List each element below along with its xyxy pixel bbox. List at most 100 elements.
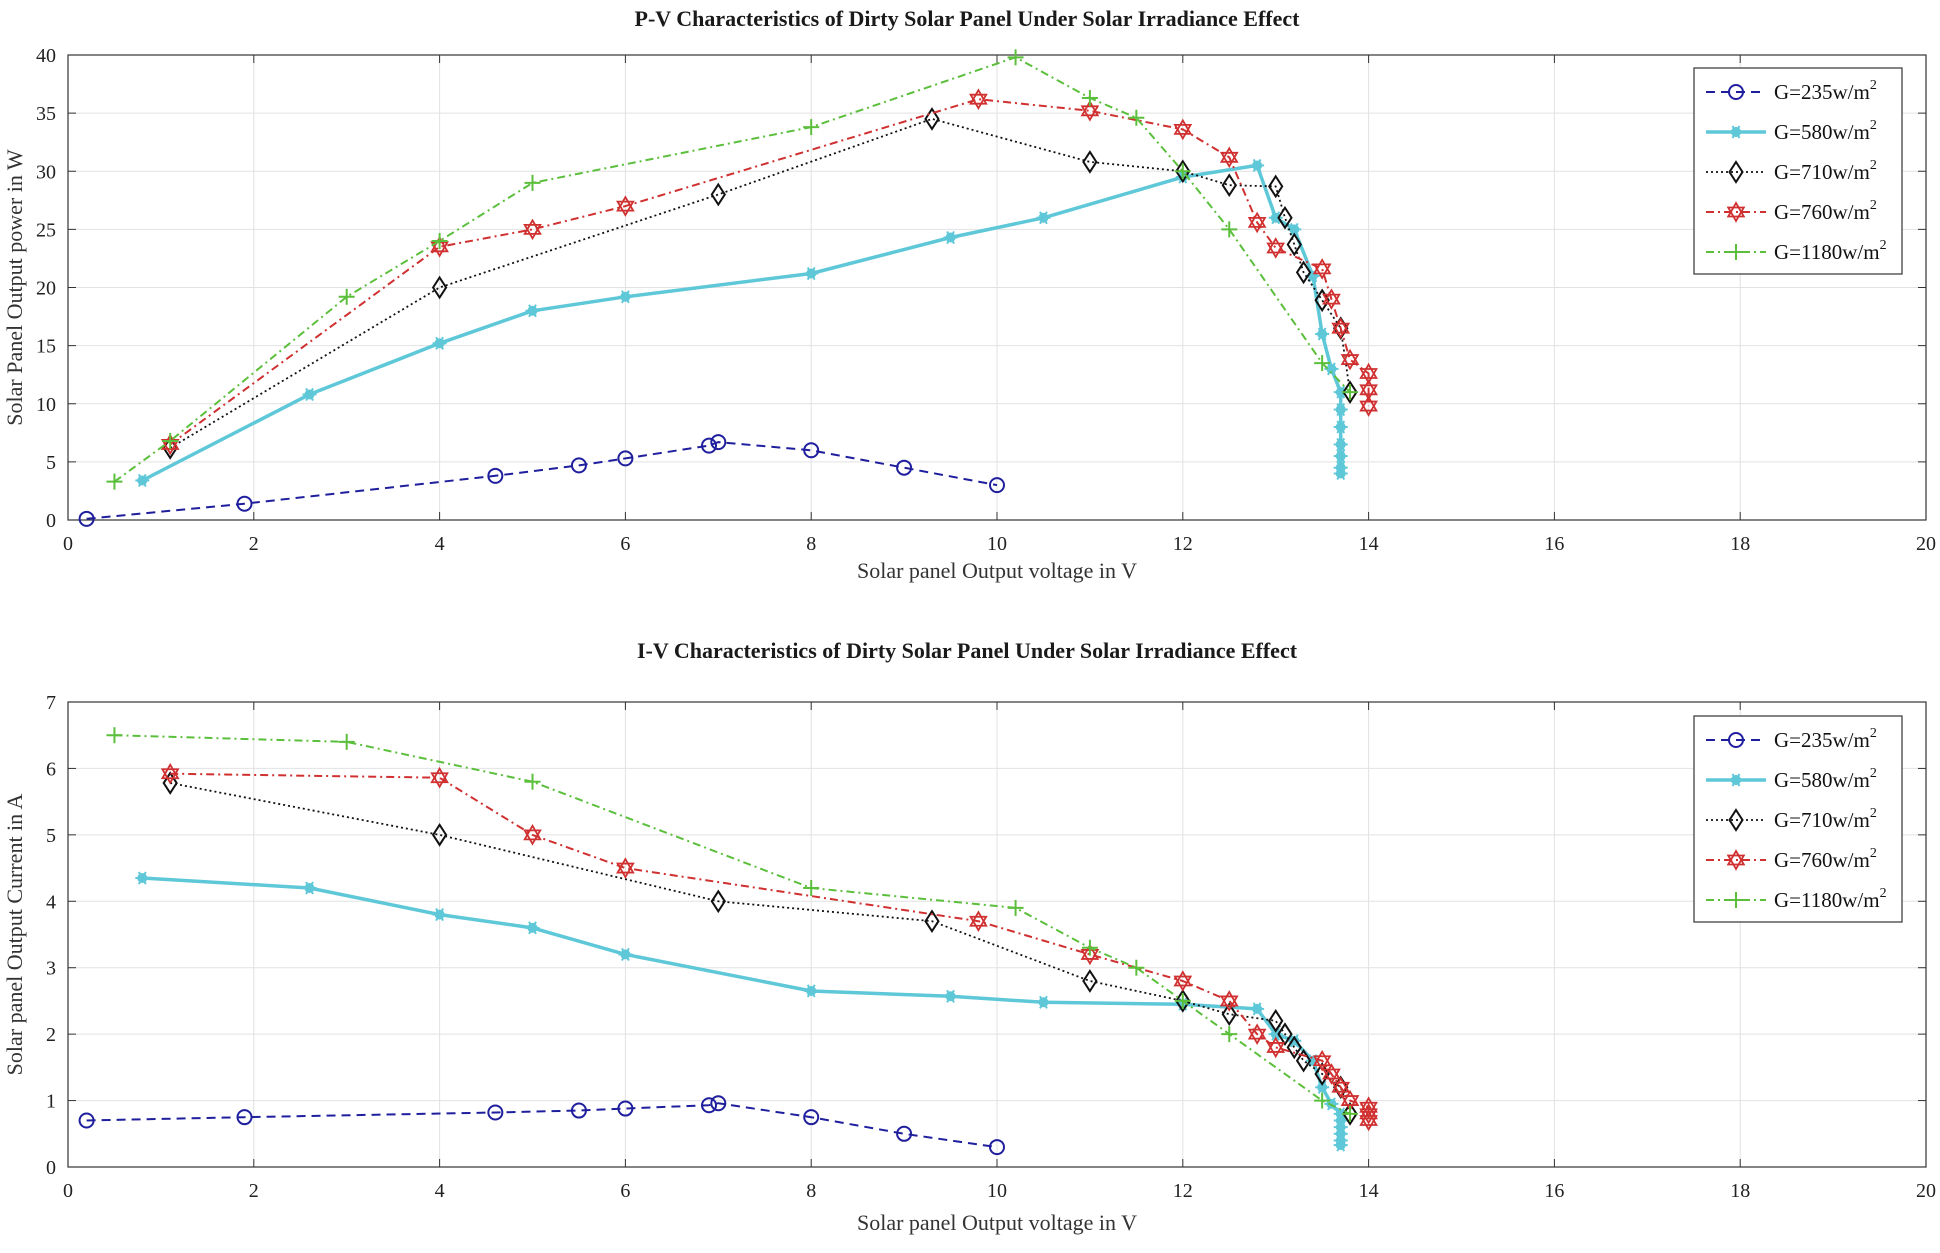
- chart-title: P-V Characteristics of Dirty Solar Panel…: [635, 6, 1301, 31]
- y-tick-label: 1: [46, 1091, 56, 1113]
- legend-label-superscript: 2: [1880, 886, 1887, 901]
- data-point: [1250, 1002, 1265, 1016]
- data-point: [701, 1097, 718, 1114]
- legend-swatch-marker: [1729, 773, 1743, 787]
- data-point: [804, 266, 819, 281]
- y-tick-label: 25: [36, 219, 56, 241]
- data-point: [1333, 420, 1348, 434]
- data-point: [616, 857, 635, 879]
- y-axis-label: Solar panel Output Current in A: [2, 794, 27, 1076]
- legend-swatch-marker: [1728, 808, 1744, 832]
- legend-item-1: G=235w/m2: [1706, 726, 1877, 752]
- x-tick-label: 14: [1359, 533, 1379, 555]
- x-tick-label: 16: [1544, 1180, 1564, 1202]
- y-tick-label: 3: [46, 958, 56, 980]
- legend-label: G=235w/m2: [1774, 78, 1877, 104]
- data-point: [523, 218, 542, 241]
- data-point: [1173, 118, 1193, 141]
- data-point: [1277, 205, 1293, 230]
- data-point: [1174, 163, 1191, 180]
- legend-label-superscript: 2: [1880, 238, 1887, 253]
- data-point: [1295, 260, 1312, 285]
- legend-label: G=710w/m2: [1774, 158, 1877, 184]
- data-point: [1175, 159, 1191, 184]
- data-point: [1036, 995, 1051, 1009]
- data-point: [617, 450, 634, 467]
- data-point: [1081, 90, 1098, 107]
- data-point: [1268, 1009, 1284, 1033]
- data-point: [1333, 449, 1348, 463]
- data-point: [1081, 939, 1098, 956]
- legend-box: [1693, 67, 1903, 275]
- legend-item-3: G=710w/m2: [1706, 806, 1877, 832]
- x-tick-label: 20: [1916, 1180, 1936, 1202]
- data-point: [1359, 362, 1378, 385]
- y-tick-label: 15: [36, 336, 56, 358]
- data-point: [710, 1095, 727, 1112]
- x-tick-label: 18: [1730, 1180, 1750, 1202]
- data-point: [1266, 1036, 1286, 1059]
- legend-label: G=580w/m2: [1774, 118, 1877, 144]
- data-point: [302, 387, 317, 402]
- data-point: [1295, 1048, 1312, 1073]
- legend-label: G=760w/m2: [1774, 846, 1877, 872]
- data-point: [1082, 969, 1098, 993]
- data-point: [106, 473, 123, 490]
- data-point: [1174, 992, 1191, 1009]
- legend-label: G=235w/m2: [1774, 726, 1877, 752]
- y-tick-label: 5: [46, 825, 56, 847]
- data-point: [1247, 211, 1267, 234]
- data-point: [1219, 146, 1239, 169]
- x-axis-label: Solar panel Output voltage in V: [857, 558, 1137, 583]
- data-point: [487, 1104, 504, 1121]
- legend-label-superscript: 2: [1870, 198, 1877, 213]
- legend-swatch-marker: [1728, 732, 1744, 748]
- data-point: [896, 1125, 913, 1142]
- data-point: [1221, 1002, 1237, 1027]
- y-tick-label: 0: [46, 510, 56, 532]
- data-point: [525, 921, 540, 935]
- legend-swatch-marker: [1729, 125, 1743, 139]
- y-tick-label: 40: [36, 45, 56, 67]
- data-point: [1342, 1105, 1359, 1122]
- legend-label: G=710w/m2: [1774, 806, 1877, 832]
- data-point: [1250, 158, 1265, 172]
- data-point: [570, 1102, 587, 1119]
- data-point: [1340, 1089, 1360, 1112]
- y-tick-label: 35: [36, 103, 56, 125]
- data-point: [969, 910, 988, 933]
- data-point: [135, 871, 150, 885]
- data-point: [523, 824, 542, 846]
- data-point: [78, 510, 95, 527]
- data-point: [236, 495, 253, 512]
- data-point: [1342, 1102, 1358, 1126]
- legend-swatch-marker: [1728, 892, 1744, 908]
- data-point: [1268, 211, 1283, 225]
- data-point: [989, 1139, 1005, 1156]
- data-point: [1287, 1034, 1302, 1048]
- legend-swatch-marker: [1728, 160, 1744, 184]
- data-point: [524, 174, 541, 191]
- data-point: [924, 909, 940, 934]
- legend-item-3: G=710w/m2: [1706, 158, 1877, 184]
- data-point: [803, 119, 820, 136]
- legend-label: G=580w/m2: [1774, 766, 1877, 792]
- data-point: [1173, 970, 1193, 992]
- data-point: [338, 733, 355, 750]
- series-2: [135, 871, 1348, 1152]
- legend-label-superscript: 2: [1870, 766, 1877, 781]
- data-point: [1007, 899, 1024, 916]
- x-tick-label: 4: [435, 533, 445, 555]
- data-point: [1322, 288, 1341, 310]
- data-point: [431, 275, 448, 300]
- data-point: [616, 195, 635, 217]
- data-point: [160, 762, 180, 785]
- legend-label-superscript: 2: [1870, 78, 1877, 93]
- data-point: [989, 477, 1005, 494]
- chart-title: I-V Characteristics of Dirty Solar Panel…: [637, 638, 1298, 663]
- y-tick-label: 7: [46, 692, 56, 714]
- x-tick-label: 10: [987, 533, 1007, 555]
- data-point: [1314, 1062, 1330, 1086]
- data-point: [1359, 1109, 1378, 1132]
